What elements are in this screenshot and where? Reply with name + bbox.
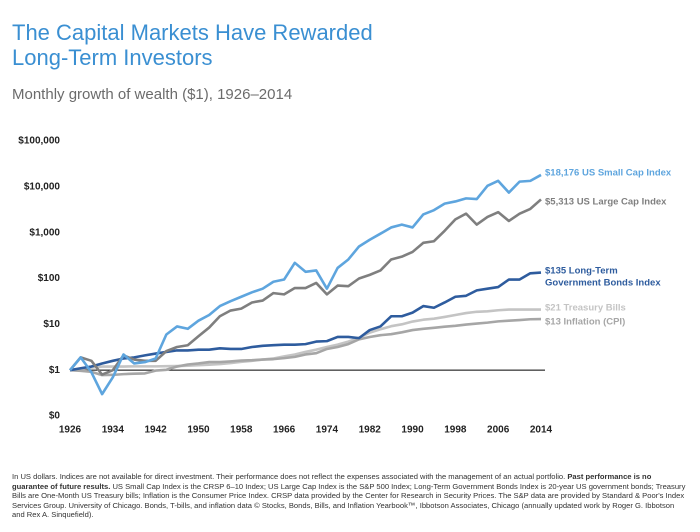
x-tick-label: 1950 xyxy=(187,425,210,436)
series-line xyxy=(69,173,542,396)
x-tick-label: 1966 xyxy=(273,425,296,436)
series-label: $18,176 US Small Cap Index xyxy=(545,168,672,179)
series-line xyxy=(69,308,541,372)
footnote-text: US Small Cap Index is the CRSP 6–10 Inde… xyxy=(12,481,686,520)
x-tick-label: 2006 xyxy=(487,425,510,436)
x-tick-label: 1926 xyxy=(59,425,82,436)
x-tick-label: 1990 xyxy=(401,425,424,436)
x-tick-label: 1982 xyxy=(359,425,382,436)
footnote-bold: Past performance is no guarantee of futu… xyxy=(12,472,652,491)
x-tick-label: 2014 xyxy=(530,425,553,436)
series-line xyxy=(69,198,542,376)
y-tick-label: $0 xyxy=(49,411,61,422)
y-tick-label: $1,000 xyxy=(29,227,60,238)
y-tick-label: $100 xyxy=(38,273,61,284)
chart-title: Long-Term Investors xyxy=(12,45,213,70)
chart: The Capital Markets Have Rewarded Long-T… xyxy=(12,20,672,436)
footnote: In US dollars. Indices are not available… xyxy=(12,472,688,520)
series-label: $21 Treasury Bills xyxy=(545,303,626,314)
chart-title: The Capital Markets Have Rewarded xyxy=(12,20,373,45)
x-tick-label: 1958 xyxy=(230,425,253,436)
series-label: $135 Long-Term xyxy=(545,266,618,277)
chart-subtitle: Monthly growth of wealth ($1), 1926–2014 xyxy=(12,86,292,103)
series-line xyxy=(69,317,542,377)
y-tick-label: $10 xyxy=(43,319,60,330)
x-tick-label: 1934 xyxy=(102,425,125,436)
footnote-text: In US dollars. Indices are not available… xyxy=(12,472,568,481)
y-tick-label: $1 xyxy=(49,365,61,376)
x-tick-label: 1998 xyxy=(444,425,467,436)
x-tick-label: 1974 xyxy=(316,425,339,436)
series-label: Government Bonds Index xyxy=(545,278,661,289)
series-label: $13 Inflation (CPI) xyxy=(545,317,625,328)
y-tick-label: $10,000 xyxy=(24,181,61,192)
x-tick-label: 1942 xyxy=(145,425,168,436)
series-label: $5,313 US Large Cap Index xyxy=(545,197,667,208)
series-line xyxy=(69,271,542,372)
y-tick-label: $100,000 xyxy=(18,136,60,147)
